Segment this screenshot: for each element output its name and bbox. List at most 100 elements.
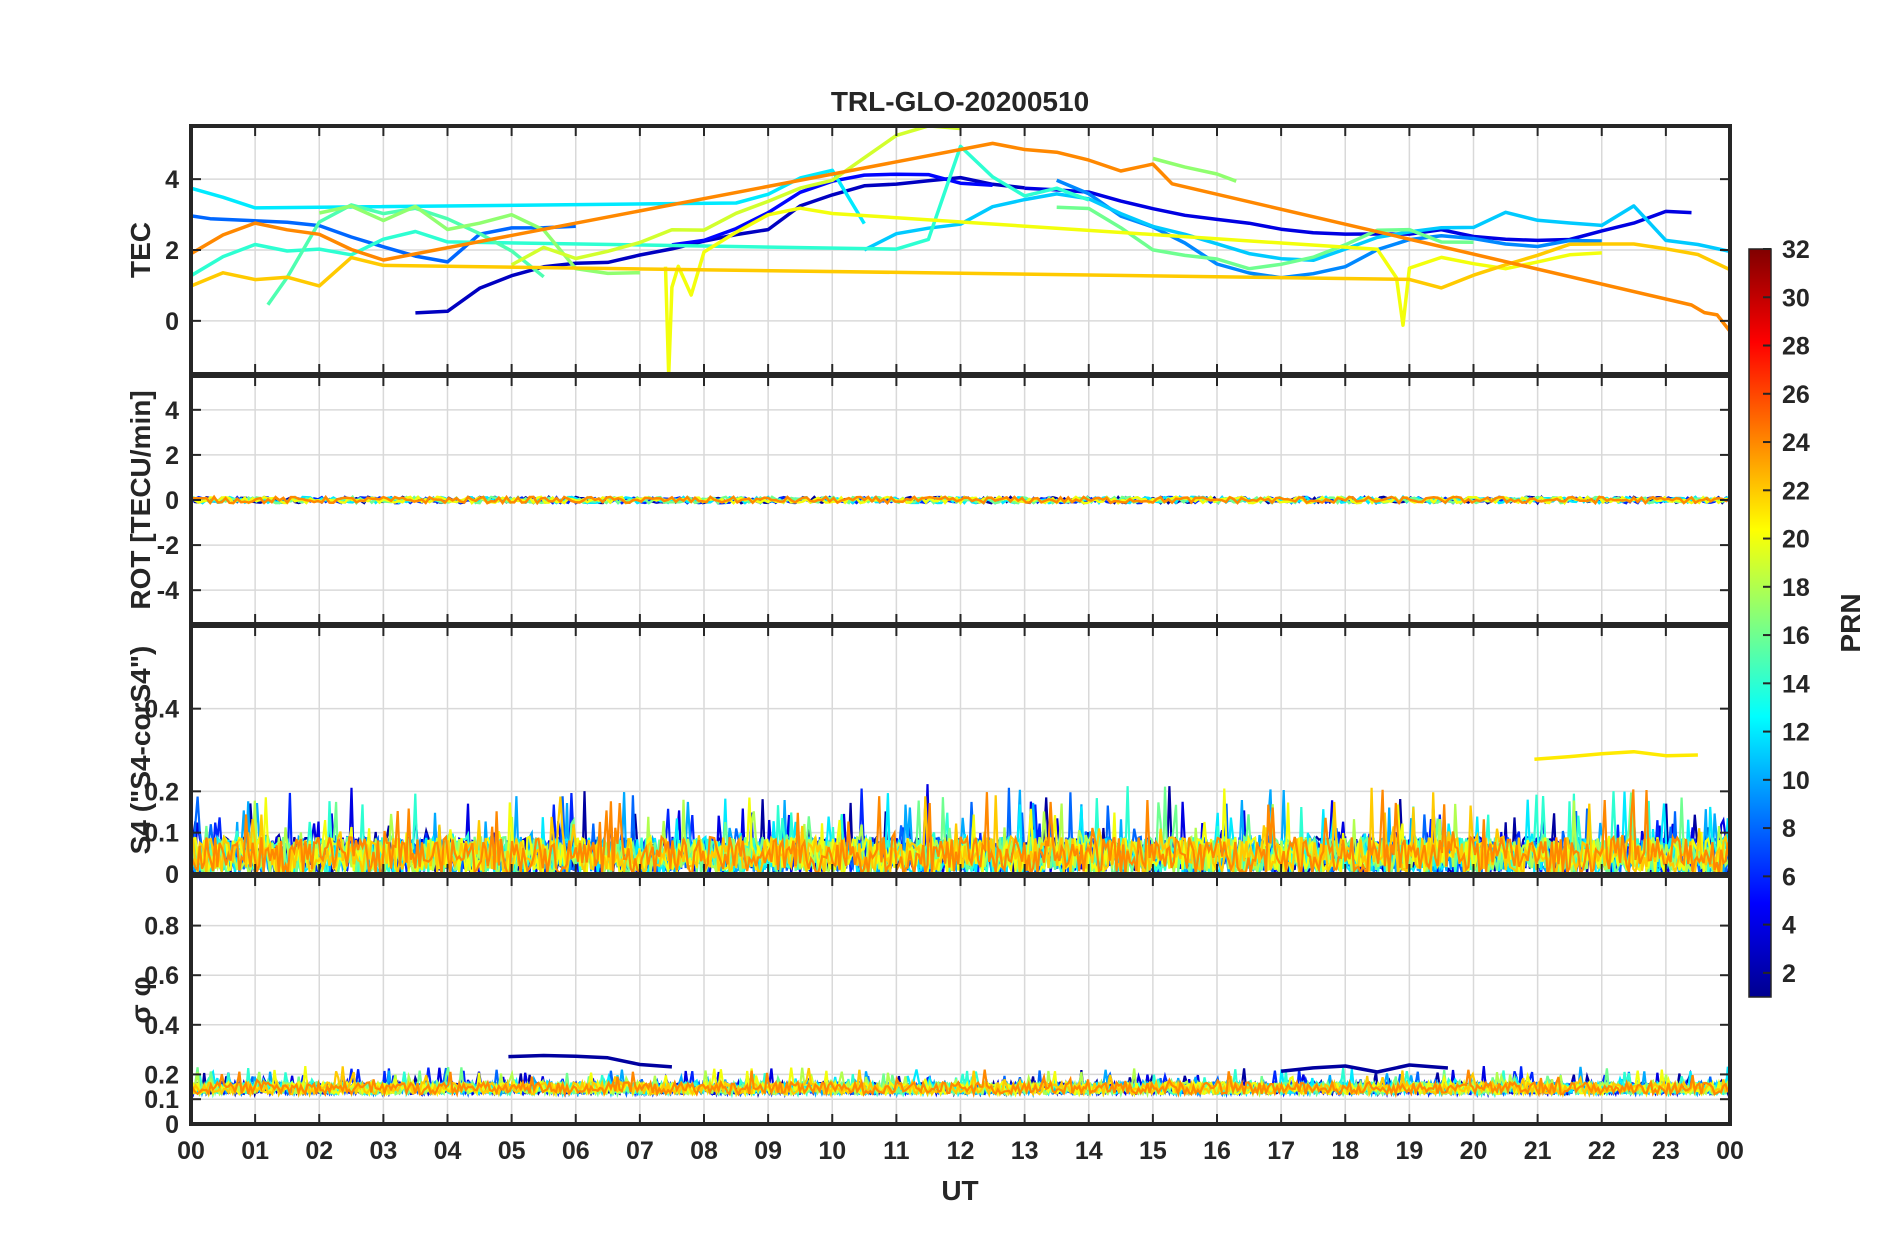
x-tick-label: 14: [1075, 1137, 1103, 1165]
y-tick-label-rot: 4: [165, 397, 179, 425]
series-sigphi: [191, 1053, 1730, 1099]
x-tick-label: 16: [1203, 1137, 1231, 1165]
x-tick-label: 00: [1716, 1137, 1744, 1165]
x-tick-label: 00: [177, 1137, 205, 1165]
colorbar-tick-label: 20: [1782, 526, 1810, 554]
tec-series-prn-17-10: [318, 156, 1237, 276]
x-tick-label: 23: [1652, 1137, 1680, 1165]
tec-series-prn-9-4: [1056, 178, 1602, 280]
colorbar-tick-label: 2: [1782, 960, 1796, 988]
series-tec: [191, 126, 1730, 374]
ticks-s4: 0 0.1 0.2 0.4: [144, 626, 1731, 889]
y-axis-label-sigphi: σ φ: [125, 977, 156, 1024]
series-rot: [191, 494, 1730, 506]
colorbar-tick-label: 22: [1782, 477, 1810, 505]
y-axis-label-s4: S4 ("S4-corS4"): [125, 646, 156, 855]
x-tick-label: 12: [947, 1137, 975, 1165]
x-tick-label: 01: [241, 1137, 269, 1165]
y-tick-label-rot: 2: [165, 442, 179, 470]
colorbar-tick-label: 24: [1782, 429, 1810, 457]
colorbar-tick-label: 16: [1782, 622, 1810, 650]
y-tick-label-s4: 0: [165, 861, 179, 889]
colorbar-tick-label: 10: [1782, 767, 1810, 795]
colorbar-label: PRN: [1835, 593, 1866, 652]
y-tick-label-tec: 2: [165, 237, 179, 265]
y-tick-label-s4: 0.2: [144, 778, 179, 806]
x-tick-label: 15: [1139, 1137, 1167, 1165]
tec-series-prn-19-11: [510, 126, 961, 267]
noise-trace-prn-22: [191, 1066, 1730, 1099]
ticks-tec: 0 2 4: [165, 126, 1731, 374]
noise-trace-prn-24: [191, 1069, 1730, 1099]
x-tick-label: 07: [626, 1137, 654, 1165]
sigphi-series-prn-2-0: [508, 1053, 673, 1069]
rot-trace-prn-24: [191, 494, 1730, 506]
colorbar-tick-label: 6: [1782, 863, 1796, 891]
y-tick-label-rot: -4: [157, 577, 179, 605]
colorbar-tick-label: 14: [1782, 670, 1810, 698]
tec-series-prn-3-0: [415, 175, 1025, 315]
x-tick-label: 05: [498, 1137, 526, 1165]
colorbar-tick-label: 28: [1782, 333, 1810, 361]
y-tick-label-sigphi: 0.4: [144, 1012, 179, 1040]
x-tick-label: 18: [1331, 1137, 1359, 1165]
chart-title: TRL-GLO-20200510: [831, 86, 1089, 117]
colorbar-tick-label: 30: [1782, 284, 1810, 312]
x-tick-label: 10: [818, 1137, 846, 1165]
y-tick-label-sigphi: 0.6: [144, 962, 179, 990]
x-tick-label: 03: [369, 1137, 397, 1165]
tec-series-prn-8-3: [191, 214, 576, 264]
x-axis-label: UT: [941, 1175, 978, 1206]
colorbar-tick-label: 12: [1782, 719, 1810, 747]
tec-series-prn-15-8: [266, 203, 545, 306]
ticks-sigphi: 00.10.2 0.4 0.6 0.8: [144, 876, 1731, 1139]
tec-series-prn-24-14: [191, 141, 1730, 333]
y-tick-label-sigphi: 0.1: [144, 1086, 179, 1114]
colorbar-tick-label: 4: [1782, 912, 1796, 940]
panel-sigphi: 00.10.2 0.4 0.6 0.8 σ φ: [125, 874, 1732, 1139]
y-tick-label-tec: 0: [165, 308, 179, 336]
x-tick-label: 20: [1460, 1137, 1488, 1165]
y-tick-label-tec: 4: [165, 166, 179, 194]
y-tick-label-sigphi: 0: [165, 1111, 179, 1139]
tec-series-prn-22-13: [191, 242, 1730, 290]
y-tick-label-rot: 0: [165, 487, 179, 515]
y-tick-label-rot: -2: [157, 532, 179, 560]
colorbar-tick-label: 18: [1782, 574, 1810, 602]
y-axis-label-rot: ROT [TECU/min]: [125, 390, 156, 609]
panel-tec: 0 2 4 TEC: [125, 124, 1732, 376]
x-tick-label: 08: [690, 1137, 718, 1165]
tec-series-prn-14-7: [191, 144, 1090, 278]
y-tick-label-s4: 0.1: [144, 820, 179, 848]
noise-trace-prn-24: [191, 789, 1730, 874]
x-tick-label: 13: [1011, 1137, 1039, 1165]
y-tick-label-sigphi: 0.8: [144, 913, 179, 941]
x-tick-label: 17: [1267, 1137, 1295, 1165]
colorbar-tick-label: 32: [1782, 236, 1810, 264]
tec-series-prn-12-6: [191, 168, 866, 225]
gridlines-tec: [190, 126, 1731, 374]
s4-series-prn-21-0: [1534, 749, 1698, 761]
x-tick-label: 11: [883, 1137, 910, 1165]
tec-series-prn-4-1: [1024, 186, 1692, 243]
y-tick-label-s4: 0.4: [144, 696, 179, 724]
x-tick-label: 02: [305, 1137, 333, 1165]
colorbar-tick-label: 26: [1782, 381, 1810, 409]
x-tick-label: 22: [1588, 1137, 1616, 1165]
x-tick-label: 21: [1524, 1137, 1552, 1165]
x-tick-label: 04: [434, 1137, 462, 1165]
x-tick-label: 06: [562, 1137, 590, 1165]
ticks-rot: -4 -2 0 2 4: [157, 376, 1731, 624]
colorbar-gradient: [1748, 248, 1772, 998]
y-axis-label-tec: TEC: [125, 222, 156, 278]
panel-rot: -4 -2 0 2 4 ROT [TECU/min]: [125, 374, 1732, 626]
colorbar-tick-label: 8: [1782, 815, 1796, 843]
x-tick-label: 09: [754, 1137, 782, 1165]
panel-s4: 0 0.1 0.2 0.4S4 ("S4-corS4"): [125, 624, 1732, 889]
y-tick-label-sigphi: 0.2: [144, 1061, 179, 1089]
x-tick-label: 19: [1395, 1137, 1423, 1165]
x-tick-labels: 00 01 02 03 04 05 06 07 08 09 10 11 12 13 14 15 16 17 18 19…: [177, 1137, 1744, 1165]
sigphi-series-prn-2-1: [1280, 1063, 1449, 1074]
